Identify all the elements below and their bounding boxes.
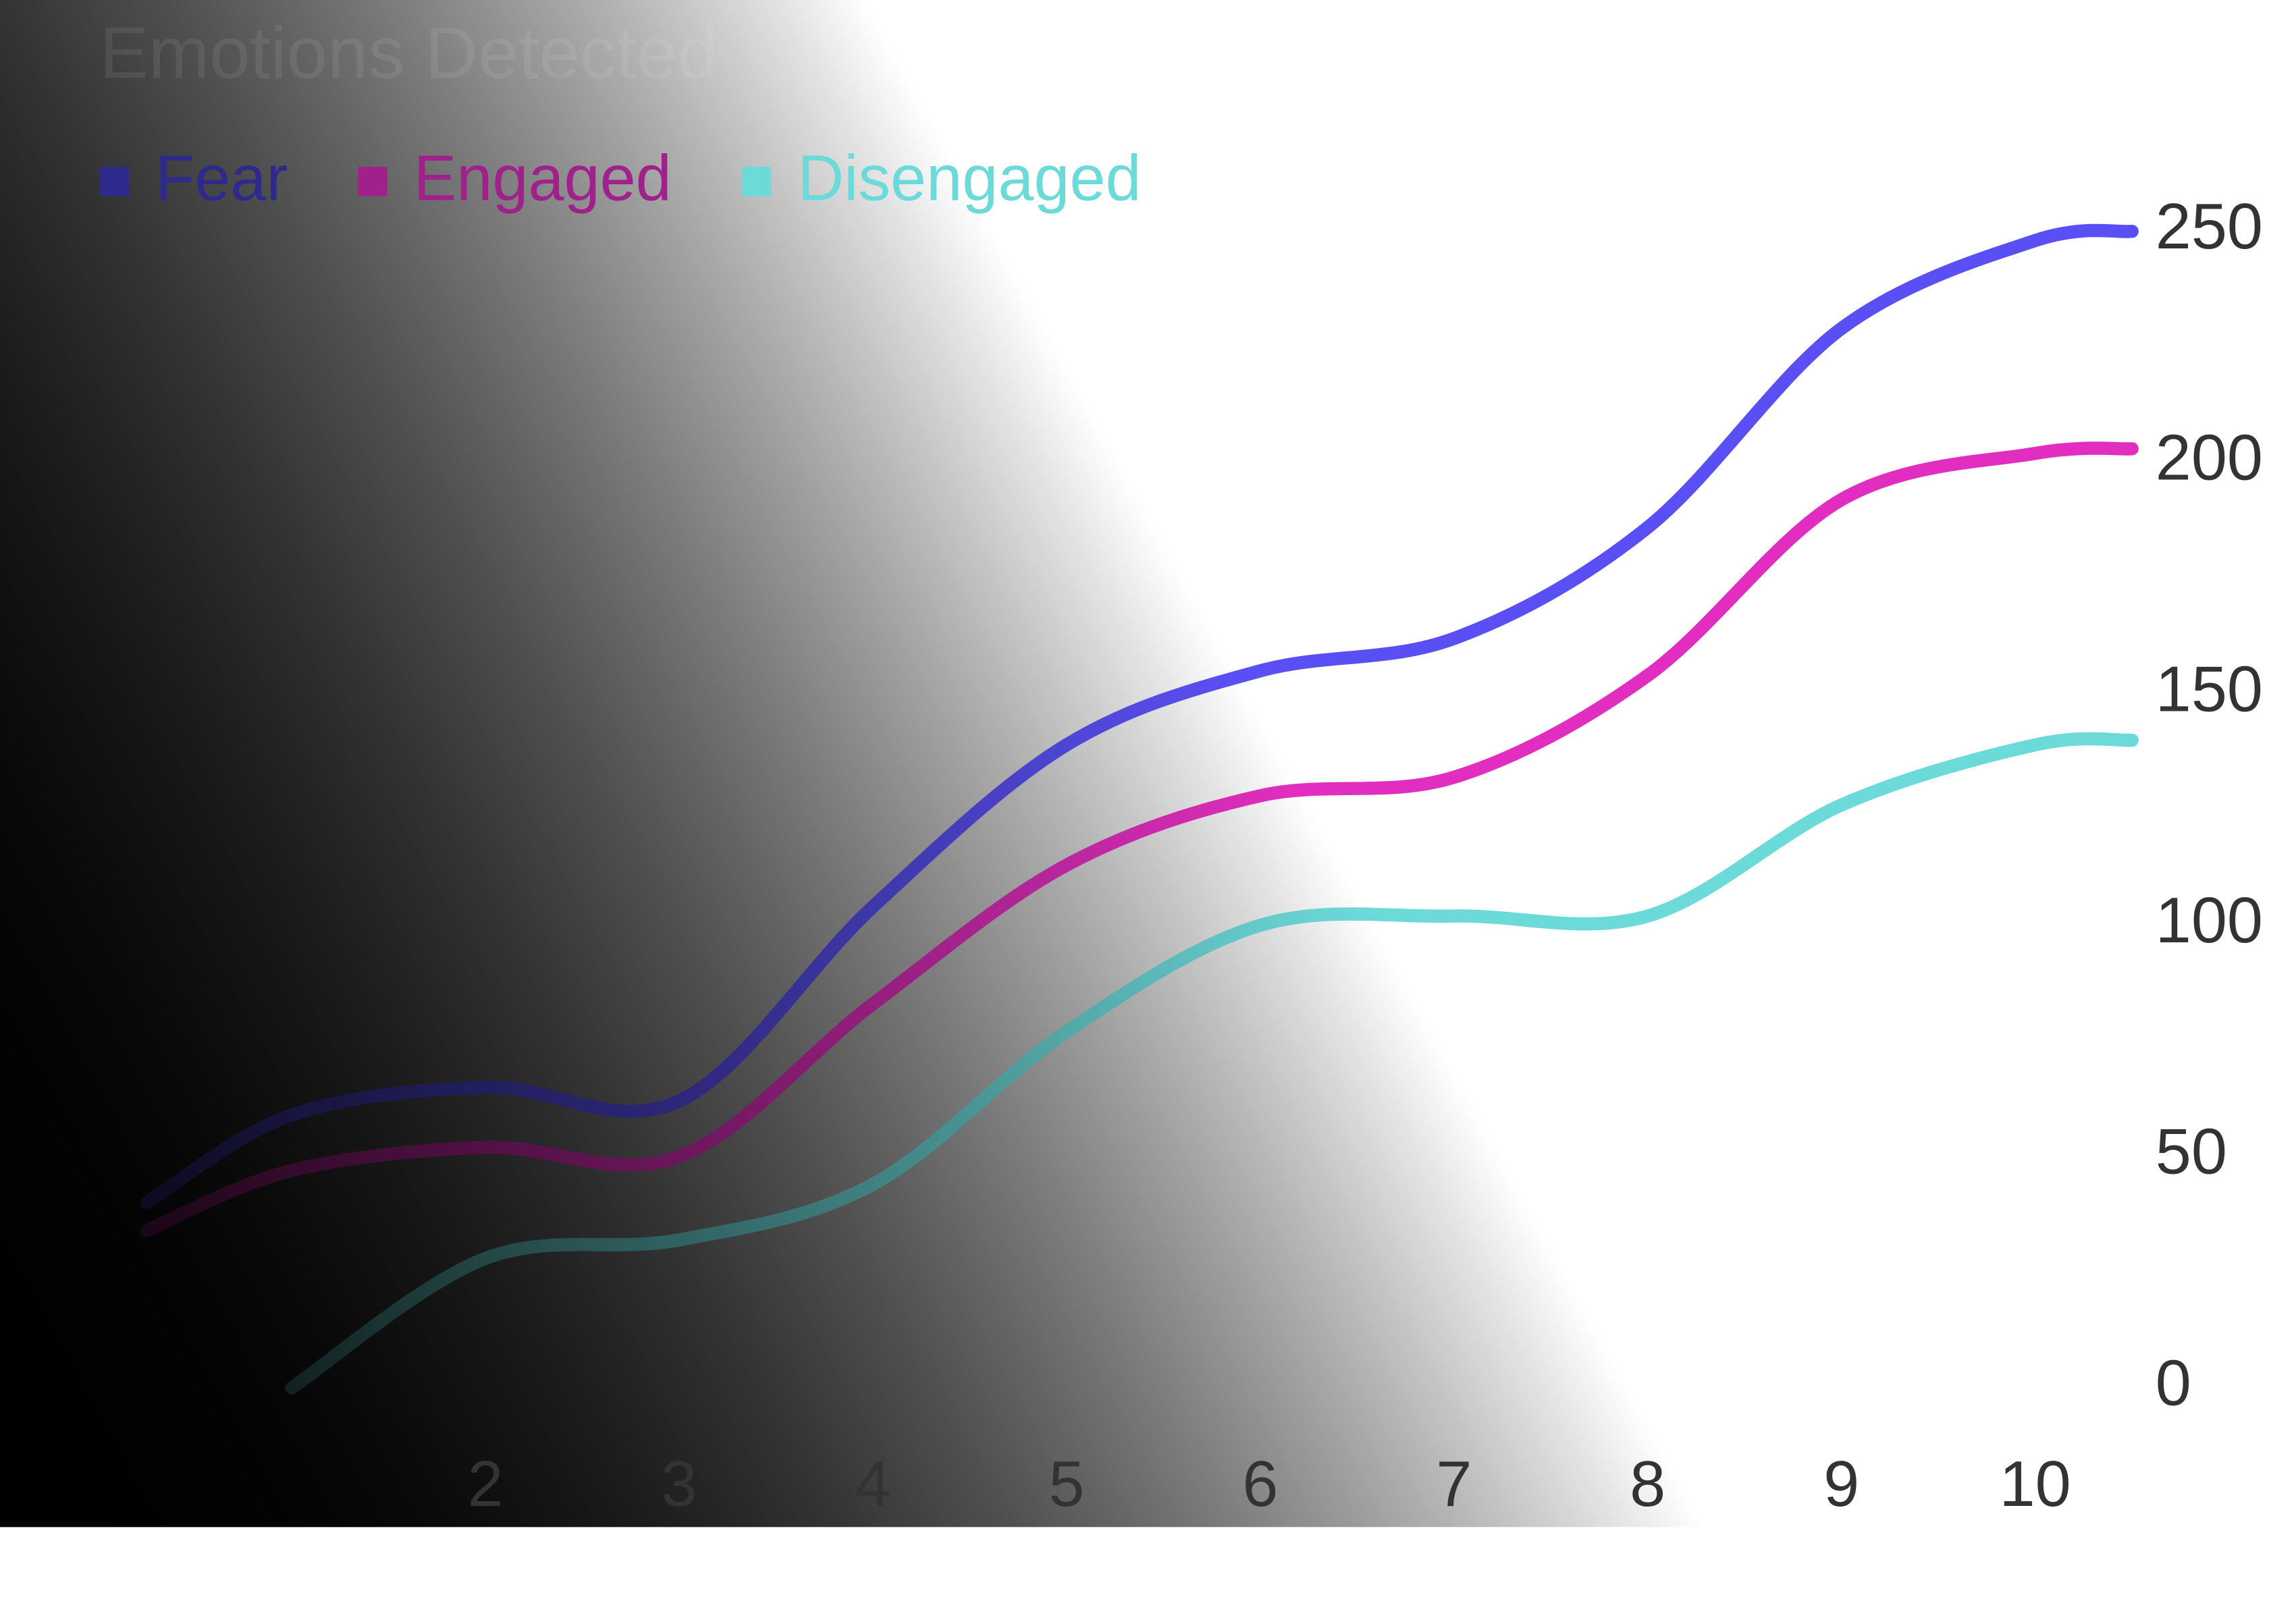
legend-swatch xyxy=(741,167,772,196)
chart-title: Emotions Detected xyxy=(99,11,718,93)
legend-swatch xyxy=(99,167,129,196)
x-tick-label: 3 xyxy=(661,1449,697,1520)
legend-swatch xyxy=(358,167,388,196)
legend-label: Fear xyxy=(155,142,288,214)
x-tick-label: 2 xyxy=(468,1449,504,1520)
x-tick-label: 7 xyxy=(1436,1449,1472,1520)
y-tick-label: 250 xyxy=(2156,191,2263,263)
x-tick-label: 4 xyxy=(855,1449,890,1520)
legend-label: Disengaged xyxy=(797,142,1141,214)
y-tick-label: 0 xyxy=(2156,1347,2191,1419)
y-tick-label: 150 xyxy=(2156,653,2263,725)
x-tick-label: 8 xyxy=(1630,1449,1665,1520)
axes: 0 50 100 150 200 250 2 3 4 5 6 7 8 9 10 Fear Engaged Dise… xyxy=(99,142,2263,1520)
x-tick-label: 10 xyxy=(2000,1449,2071,1520)
x-tick-label: 5 xyxy=(1048,1449,1084,1520)
y-tick-label: 50 xyxy=(2156,1116,2227,1188)
x-tick-label: 6 xyxy=(1242,1449,1278,1520)
y-tick-label: 100 xyxy=(2156,885,2263,956)
legend-label: Engaged xyxy=(414,142,672,214)
x-tick-label: 9 xyxy=(1823,1449,1859,1520)
y-tick-label: 200 xyxy=(2156,423,2263,494)
